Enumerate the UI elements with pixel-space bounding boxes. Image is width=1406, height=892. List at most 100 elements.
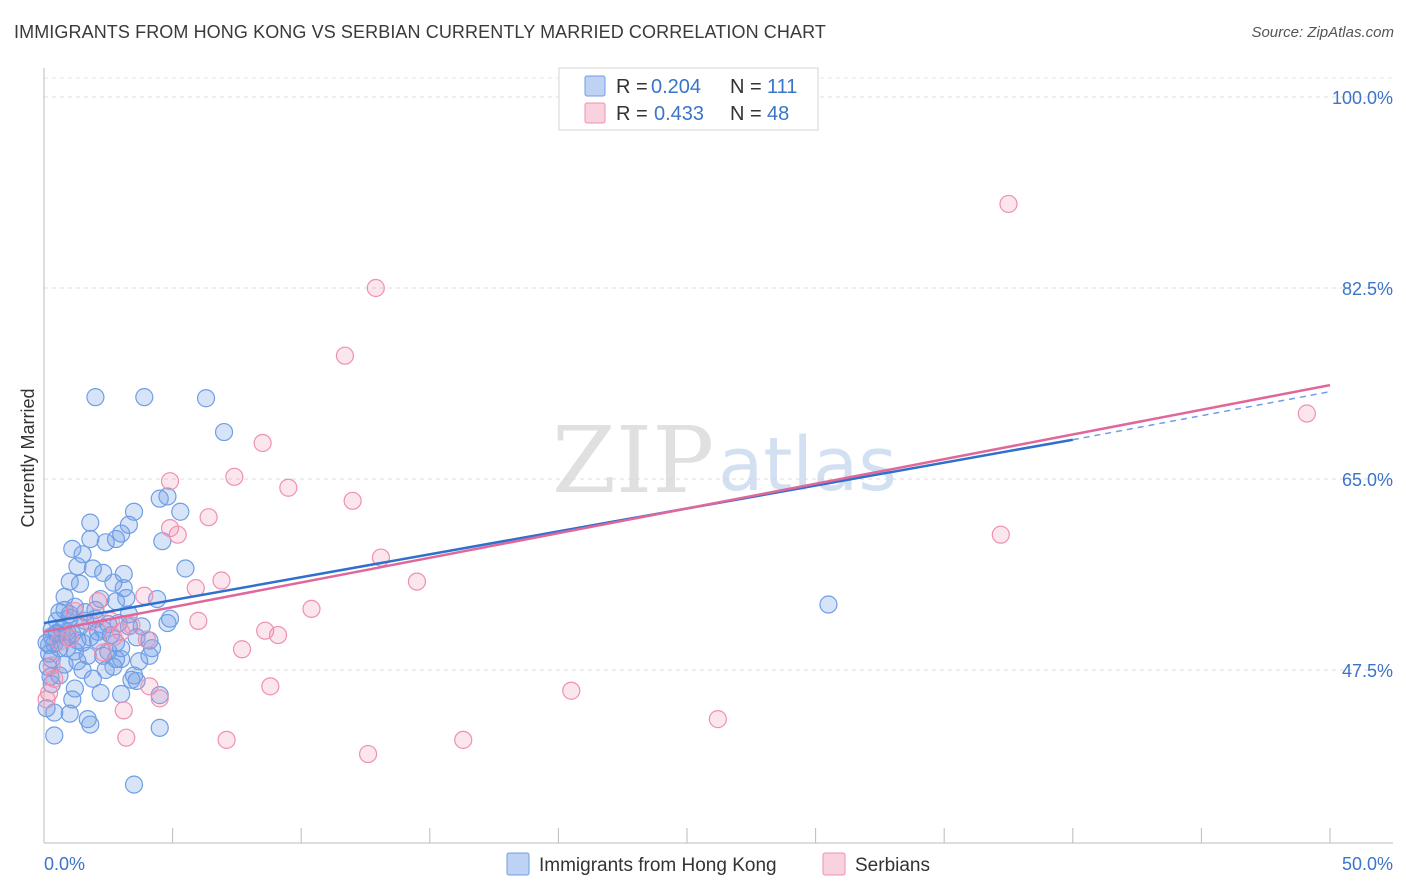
serbians-point (168, 525, 187, 544)
trend-lines (43, 383, 1331, 634)
serbians-point (991, 525, 1010, 544)
legend-r-label-1: R = (616, 76, 648, 98)
hong-kong-point (171, 502, 190, 521)
legend-r-value-2: 0.433 (654, 103, 704, 125)
serbians-point (135, 586, 154, 605)
legend-n-label-2: N = (730, 103, 762, 125)
hong-kong-point (130, 652, 149, 671)
serbians-point (999, 194, 1018, 214)
y-tick-label: 82.5% (1342, 279, 1393, 299)
serbians-point (37, 690, 56, 709)
serbians-point (212, 571, 231, 590)
serbians-point (189, 611, 208, 630)
hong-kong-point (50, 666, 69, 685)
trend-line-hong-kong-extension (1072, 390, 1331, 441)
hong-kong-point (83, 669, 102, 688)
bottom-legend-swatch-serbians (822, 852, 846, 876)
serbians-point (114, 701, 133, 720)
legend-swatch-hong-kong (584, 75, 606, 97)
serbians-point (454, 730, 473, 749)
hong-kong-point (106, 592, 126, 611)
hong-kong-point (91, 683, 110, 703)
stats-legend: R = 0.204 N = 111 R = 0.433 N = 48 (558, 67, 819, 131)
serbians-point (140, 677, 159, 696)
serbians-point (117, 728, 136, 747)
serbians-point (50, 632, 69, 651)
serbians-point (708, 710, 727, 729)
series-legend: Immigrants from Hong Kong Serbians (506, 852, 930, 876)
serbians-point (137, 630, 156, 649)
hong-kong-point (81, 529, 100, 549)
serbians-point (217, 730, 236, 749)
hong-kong-point (65, 679, 84, 698)
trend-line-serbians (43, 383, 1331, 634)
hong-kong-point (214, 422, 234, 442)
bottom-legend-swatch-hong-kong (506, 852, 530, 876)
hong-kong-point (45, 726, 64, 745)
legend-r-value-1: 0.204 (651, 76, 701, 98)
hong-kong-point (63, 539, 82, 558)
hong-kong-point (112, 684, 131, 704)
hong-kong-point (68, 557, 87, 576)
serbians-point (88, 592, 108, 611)
gridlines (44, 77, 1393, 671)
chart-source: Source: ZipAtlas.com (1251, 24, 1394, 41)
bottom-legend-label-hong-kong: Immigrants from Hong Kong (539, 855, 777, 876)
legend-n-label-1: N = (730, 76, 762, 98)
hong-kong-point (68, 652, 87, 671)
trend-line-hong-kong (43, 438, 1074, 625)
serbians-point (45, 669, 64, 688)
hong-kong-point (176, 559, 195, 578)
legend-swatch-serbians (584, 102, 606, 124)
hong-kong-point (142, 639, 162, 658)
serbians-point (122, 616, 141, 635)
serbians-point (302, 599, 321, 618)
y-axis-label: Currently Married (18, 388, 38, 527)
legend-r-label-2: R = (616, 103, 648, 125)
hong-kong-point (106, 529, 126, 549)
hong-kong-point (70, 574, 90, 593)
x-tick-label-max: 50.0% (1342, 854, 1393, 874)
serbians-point (562, 681, 581, 700)
axes (43, 68, 1393, 844)
hong-kong-point (122, 670, 141, 689)
hong-kong-point (104, 657, 123, 676)
serbians-point (366, 278, 385, 298)
legend-n-value-2: 48 (767, 103, 789, 125)
serbians-point (225, 467, 244, 486)
serbians-point (343, 491, 362, 510)
hong-kong-point (81, 513, 100, 532)
serbians-point (232, 640, 252, 659)
watermark: ZIP atlas (552, 407, 897, 514)
serbians-point (199, 508, 218, 527)
y-tick-label: 65.0% (1342, 470, 1393, 490)
serbians-point (112, 622, 131, 641)
y-tick-label: 100.0% (1332, 88, 1393, 108)
hong-kong-point (86, 388, 105, 407)
watermark-atlas: atlas (718, 422, 897, 508)
serbians-point (150, 689, 169, 708)
serbians-point (335, 346, 355, 365)
serbians-point (65, 601, 84, 621)
hong-kong-point (819, 595, 838, 614)
hong-kong-point (135, 388, 154, 407)
hong-kong-point (196, 389, 216, 408)
hong-kong-point (150, 718, 169, 737)
hong-kong-point (124, 775, 144, 794)
watermark-zip: ZIP (552, 407, 714, 514)
hong-kong-point (158, 487, 177, 506)
serbians-point (253, 433, 272, 453)
hong-kong-point (96, 533, 115, 552)
serbians-point (261, 677, 280, 696)
serbians-point (407, 572, 427, 591)
series-serbians-points (37, 194, 1316, 764)
hong-kong-point (63, 690, 82, 709)
x-tick-label-min: 0.0% (44, 854, 85, 874)
serbians-point (160, 472, 180, 491)
bottom-legend-label-serbians: Serbians (855, 855, 930, 876)
stats-legend-box (558, 67, 819, 131)
hong-kong-point (91, 589, 110, 609)
serbians-point (279, 478, 298, 497)
hong-kong-point (81, 715, 100, 734)
